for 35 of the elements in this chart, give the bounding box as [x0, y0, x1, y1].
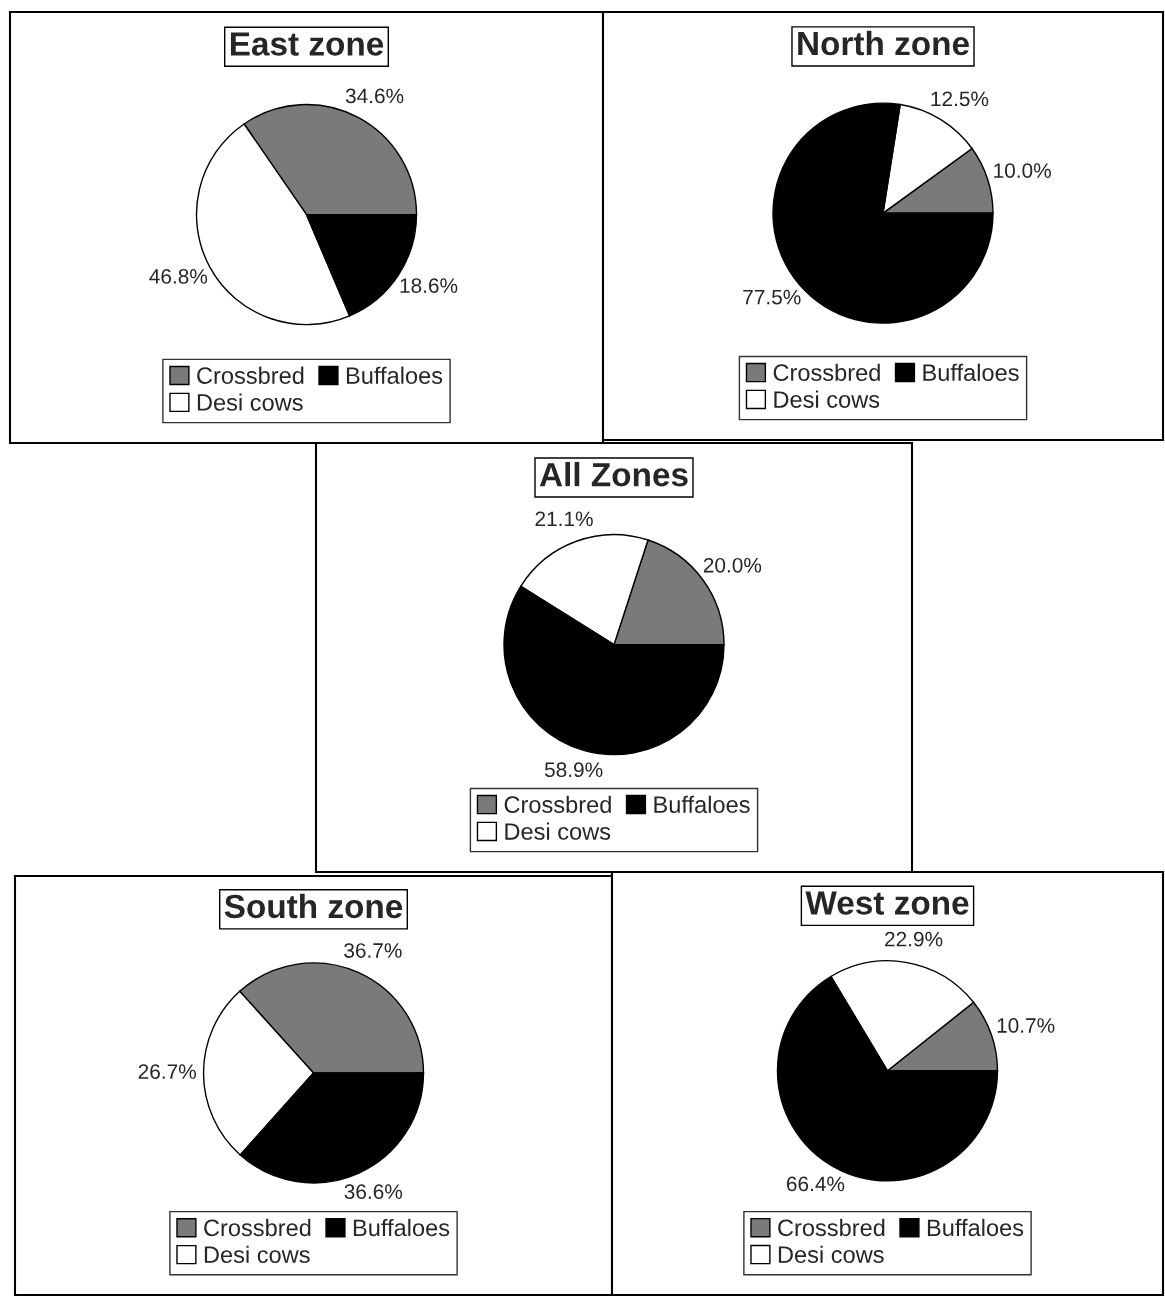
- data-label: 36.6%: [344, 1184, 403, 1199]
- chart-title: East zone: [230, 32, 384, 56]
- data-label: 66.4%: [786, 1176, 845, 1192]
- chart-title: North zone: [798, 30, 969, 56]
- legend-label: Desi cows: [204, 1245, 310, 1264]
- data-label: 46.8%: [149, 269, 208, 284]
- legend-label: Desi cows: [197, 393, 303, 411]
- data-label: 21.1%: [535, 511, 593, 527]
- data-label: 12.5%: [931, 91, 989, 107]
- data-label: 10.7%: [997, 1018, 1055, 1033]
- legend-label: Desi cows: [505, 822, 611, 840]
- chart-title: South zone: [224, 893, 403, 919]
- legend-label: Crossbred: [197, 366, 304, 384]
- data-label: 58.9%: [544, 762, 603, 778]
- data-label: 20.0%: [703, 557, 762, 573]
- data-label: 18.6%: [400, 278, 458, 293]
- legend-label: Buffaloes: [654, 795, 750, 814]
- legend-label: Desi cows: [778, 1245, 884, 1263]
- chart-title: West zone: [805, 891, 969, 915]
- data-label: 22.9%: [885, 931, 943, 947]
- legend-label: Desi cows: [774, 390, 880, 408]
- data-label: 77.5%: [743, 289, 801, 305]
- data-label: 36.7%: [344, 943, 402, 958]
- legend-label: Buffaloes: [346, 366, 443, 384]
- legend-label: Buffaloes: [353, 1218, 450, 1237]
- chart-title: All Zones: [539, 461, 688, 487]
- legend-label: Crossbred: [504, 795, 611, 814]
- legend-label: Crossbred: [204, 1218, 311, 1237]
- data-label: 10.0%: [994, 163, 1051, 178]
- legend-label: Buffaloes: [927, 1218, 1024, 1237]
- legend-label: Buffaloes: [923, 363, 1019, 382]
- data-label: 26.7%: [138, 1064, 196, 1079]
- data-label: 34.6%: [345, 88, 404, 104]
- legend-label: Crossbred: [778, 1218, 885, 1237]
- legend-label: Crossbred: [773, 363, 880, 382]
